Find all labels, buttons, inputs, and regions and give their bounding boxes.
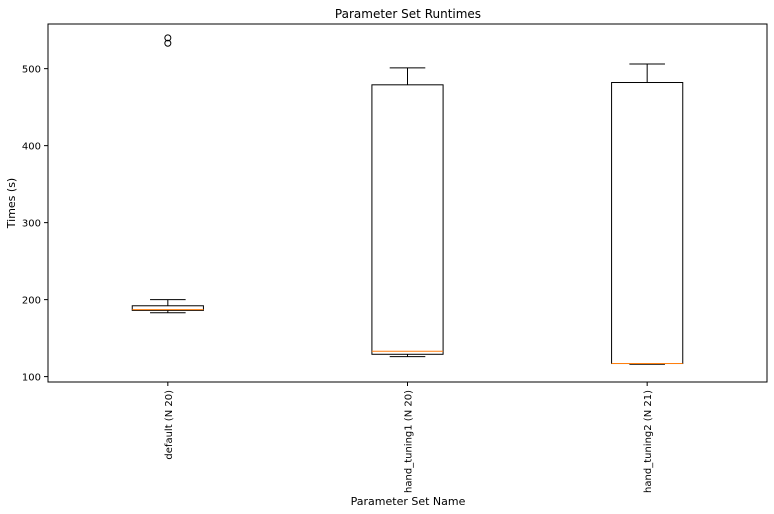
x-tick-label: default (N 20): [164, 390, 175, 460]
box-3: [611, 63, 684, 365]
box-body: [131, 305, 204, 311]
y-tick-label: 200: [22, 296, 41, 307]
y-tick-label: 400: [22, 142, 41, 153]
y-tick-label: 300: [22, 219, 41, 230]
x-axis: default (N 20) hand_tuning1 (N 20) hand_tu…: [164, 382, 654, 493]
x-tick-label: hand_tuning1 (N 20): [404, 390, 415, 493]
outlier-point: [164, 34, 172, 42]
x-tick-label: hand_tuning2 (N 21): [643, 390, 654, 493]
y-tick-label: 500: [22, 65, 41, 76]
y-axis: 100 200 300 400 500: [22, 65, 48, 384]
chart-title: Parameter Set Runtimes: [335, 7, 481, 21]
box-body: [611, 82, 684, 365]
x-axis-label: Parameter Set Name: [351, 495, 466, 508]
y-tick-label: 100: [22, 373, 41, 384]
box-1: [131, 34, 204, 314]
box-plots: [131, 34, 684, 365]
y-axis-label: Times (s): [5, 178, 18, 229]
outlier-point: [164, 39, 172, 47]
box-body: [371, 84, 444, 355]
box-2: [371, 67, 444, 358]
